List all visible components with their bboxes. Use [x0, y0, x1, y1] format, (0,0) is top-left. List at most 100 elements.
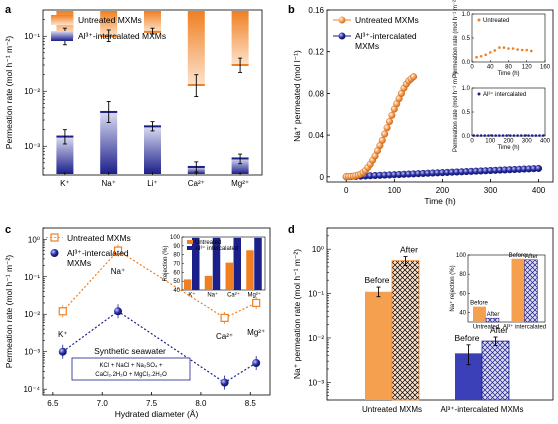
panel-a-bar-untreated [144, 11, 161, 32]
panel-c-seawater-line2: CaCl₂.2H₂O + MgCl₂.2H₂O [95, 372, 167, 378]
panel-b-inset-untreated-xtick-label: 80 [505, 65, 512, 71]
panel-c-inset-bar-intercalated [192, 237, 200, 290]
panel-b-point-intercalated [535, 164, 543, 172]
panel-b-point-untreated [410, 73, 418, 81]
panel-b-inset-untreated-xtick-label: 160 [540, 65, 551, 71]
panel-c-inset-xtick-label: Na⁺ [207, 292, 218, 299]
panel-a-xtick-label: Mg²⁺ [231, 179, 249, 188]
panel-c-legend-marker-intercalated [50, 249, 59, 257]
panel-c-point-intercalated [58, 347, 67, 356]
panel-c-point-untreated [220, 313, 229, 322]
panel-b-inset-intercalated-point [519, 134, 523, 137]
panel-d-inset-bar-before [511, 258, 525, 322]
panel-b-point-untreated [383, 124, 391, 132]
panel-b-inset-untreated-ytick-label: 1.0 [462, 12, 471, 18]
panel-b-legend-marker-intercalated [338, 32, 346, 40]
panel-b-inset-intercalated-xtick-label: 400 [540, 139, 551, 145]
panel-d-bar-label-after: After [490, 325, 508, 335]
panel-a-xtick-label: Li⁺ [147, 179, 157, 188]
panel-c-inset-bar-untreated [204, 275, 213, 290]
panel-c-legend-intercalated-line2: MXMs [67, 258, 91, 268]
panel-b-inset-untreated-point [484, 53, 487, 57]
panel-b-inset-untreated-point [502, 46, 506, 49]
panel-d-ylabel: Na⁺ permeation rate (mol h⁻¹ m⁻²) [292, 249, 302, 379]
panel-c-inset-xtick-label: Ca²⁺ [227, 292, 240, 299]
panel-b-inset-intercalated-point [516, 134, 519, 137]
panel-d-inset-bar-before [473, 306, 486, 322]
panel-b-ytick-label: 0.16 [308, 6, 324, 15]
panel-c-point-untreated [252, 298, 261, 308]
panel-b-inset-untreated-xlabel: Time (h) [497, 71, 519, 77]
panel-b-legend-marker-untreated [338, 16, 346, 24]
panel-b-ytick-label: 0.12 [308, 48, 324, 57]
panel-b-inset-intercalated-point [512, 134, 516, 137]
panel-c-point-intercalated [220, 378, 229, 387]
panel-c-inset-ytick-label: 90 [173, 244, 180, 250]
panel-b-ytick-label: 0.08 [308, 89, 324, 98]
panel-b-inset-untreated-point [520, 48, 524, 52]
panel-d-inset-xtick-label: Untreated [473, 325, 499, 331]
panel-a-bar-untreated [100, 11, 118, 37]
panel-c-inset-ylabel: Rejection (%) [163, 245, 169, 281]
panel-b-legend-intercalated: Al³⁺-intercalated MXMs [355, 31, 417, 51]
panel-d-ytick-label: 10⁻³ [308, 378, 324, 387]
panel-b-ylabel: Na⁺ permeated (mol l⁻¹) [292, 50, 302, 142]
panel-b-inset-intercalated-point [534, 134, 538, 137]
panel-b-inset-intercalated-point [498, 134, 501, 137]
panel-b-inset-intercalated-xtick-label: 100 [485, 139, 496, 145]
panel-a-ylabel: Permeation rate (mol h⁻¹ m⁻²) [4, 36, 14, 150]
panel-c-xlabel: Hydrated diameter (Å) [115, 409, 199, 419]
panel-c-seawater-box [71, 357, 191, 381]
panel-a-legend-intercalated: Al³⁺-intercalated MXMs [78, 31, 166, 41]
panel-c-seawater-line1: KCl + NaCl + Na₂SO₄ + [100, 363, 163, 369]
panel-d-ytick-label: 10⁰ [312, 245, 324, 254]
panel-b-xtick-label: 400 [532, 186, 546, 195]
panel-d-ytick-label: 10⁻² [308, 334, 324, 343]
panel-a-bar-intercalated [100, 111, 118, 174]
panel-b-inset-intercalated-point [509, 134, 512, 137]
panel-c-inset-xtick-label: Mg²⁺ [248, 292, 262, 299]
panel-b-inset-untreated-point [493, 49, 497, 52]
panel-b-xtick-label: 100 [388, 186, 402, 195]
panel-c-inset-ytick-label: 50 [173, 279, 180, 285]
panel-c-inset-ytick-label: 70 [173, 262, 180, 268]
panel-c-inset-ytick-label: 60 [173, 270, 180, 276]
panel-b-inset-intercalated-xlabel: Time (h) [497, 145, 519, 151]
panel-d-inset-bar-label-before: Before [509, 253, 527, 259]
panel-a-legend-swatch-intercalated [51, 31, 73, 41]
panel-b-inset-untreated-ytick-label: 0.0 [462, 60, 471, 66]
panel-d-xtick-label: Al³⁺-intercalated MXMs [441, 405, 524, 414]
panel-b-xlabel: Time (h) [424, 196, 455, 206]
panel-label-d: d [288, 224, 295, 236]
panel-b-inset-untreated-ylabel: Permeation rate (mol h⁻¹ m⁻²) [453, 0, 459, 78]
panel-b-inset-intercalated-point [538, 134, 541, 137]
panel-d-inset-bar-label-after: After [487, 312, 500, 318]
panel-b-inset-untreated-point [479, 54, 483, 58]
panel-c-inset-bar-untreated [225, 262, 233, 290]
panel-c-inset-xtick-label: K⁺ [188, 292, 195, 299]
panel-label-c: c [5, 224, 11, 236]
panel-b-ytick-label: 0 [320, 173, 325, 182]
panel-a-xtick-label: Na⁺ [101, 179, 115, 188]
panel-d-bar-before [365, 291, 392, 400]
panel-b-inset-untreated-xtick-label: 120 [522, 65, 533, 71]
panel-b-inset-intercalated-point [490, 134, 494, 137]
panel-c-xtick-label: 6.5 [47, 399, 59, 408]
panel-b-inset-untreated-frame [471, 13, 546, 63]
panel-d-inset-ytick-label: 60 [459, 291, 466, 297]
panel-b-inset-untreated-point [530, 49, 533, 53]
panel-c-point-untreated [58, 307, 67, 316]
panel-c-inset-legend-intercalated: Al³⁺ intercalated [195, 245, 238, 252]
panel-c-inset-ytick-label: 80 [173, 253, 180, 259]
panel-c-xtick-label: 8.0 [195, 399, 207, 408]
panel-b-xtick-label: 200 [436, 186, 450, 195]
panel-d-inset-ytick-label: 40 [459, 310, 466, 316]
panel-d-bar-label-before: Before [364, 275, 389, 285]
panel-b-inset-untreated-point [475, 55, 478, 59]
panel-b-inset-untreated-ytick-label: 0.5 [462, 36, 471, 42]
panel-b-inset-intercalated-point [530, 134, 534, 137]
panel-a-bar-intercalated [56, 136, 74, 174]
panel-b-point-untreated [386, 118, 394, 126]
panel-b-inset-intercalated-point [476, 134, 479, 137]
panel-b-inset-untreated-point [498, 46, 501, 49]
